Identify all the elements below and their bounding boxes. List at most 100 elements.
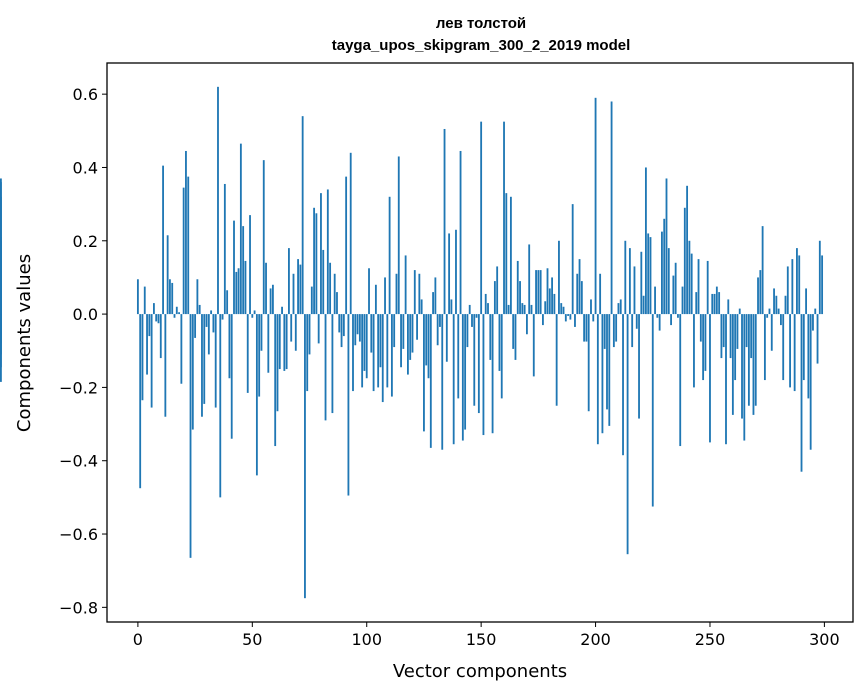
- bar: [489, 314, 492, 360]
- bar: [585, 314, 588, 342]
- bar: [427, 314, 430, 379]
- bar: [395, 273, 398, 315]
- bar: [347, 314, 350, 496]
- bar: [715, 286, 718, 315]
- bar: [457, 314, 460, 399]
- bar: [754, 314, 757, 406]
- bar: [514, 314, 517, 360]
- bar: [644, 167, 647, 315]
- y-tick-label: −0.2: [59, 378, 98, 397]
- bar: [654, 286, 656, 315]
- bar: [642, 295, 645, 315]
- bar: [786, 266, 789, 315]
- bar: [365, 314, 368, 379]
- bar: [459, 150, 462, 315]
- bar: [761, 226, 764, 315]
- bar: [624, 240, 627, 315]
- x-tick-label: 50: [242, 630, 262, 649]
- bar: [537, 270, 540, 315]
- bar: [688, 240, 691, 315]
- bar: [500, 314, 503, 399]
- bar: [590, 299, 592, 315]
- y-tick-label: −0.8: [59, 598, 98, 617]
- bar: [738, 308, 741, 315]
- bar: [661, 231, 663, 315]
- x-tick-label: 150: [466, 630, 497, 649]
- bar: [322, 249, 325, 315]
- bar: [235, 271, 238, 315]
- bar: [379, 314, 382, 368]
- bar: [198, 304, 201, 315]
- bar: [493, 281, 496, 315]
- bar: [185, 150, 187, 315]
- bar: [546, 268, 549, 315]
- bar: [564, 314, 567, 322]
- bar: [219, 314, 222, 498]
- bar: [340, 314, 343, 348]
- bar: [267, 314, 270, 373]
- bar: [528, 244, 531, 315]
- bar: [439, 314, 441, 327]
- bar: [0, 182, 2, 315]
- bar: [189, 314, 192, 558]
- bar: [699, 314, 702, 342]
- bar: [665, 178, 668, 315]
- bar: [649, 237, 652, 315]
- bar: [448, 233, 451, 315]
- bar: [713, 293, 716, 315]
- x-axis-label: Vector components: [393, 661, 567, 682]
- bar: [251, 314, 254, 318]
- bar: [388, 196, 391, 315]
- bar: [496, 266, 499, 315]
- y-tick-label: −0.6: [59, 525, 98, 544]
- bar: [203, 314, 206, 404]
- bar: [512, 314, 515, 349]
- bar: [0, 314, 2, 368]
- bar: [709, 314, 711, 443]
- bar: [175, 306, 178, 315]
- bar: [812, 314, 814, 331]
- bar: [432, 292, 434, 315]
- bar: [169, 279, 171, 315]
- bar: [516, 260, 519, 315]
- bar: [187, 176, 190, 315]
- bar: [626, 314, 629, 555]
- bar: [793, 314, 796, 392]
- bar: [612, 314, 615, 348]
- bar: [226, 290, 229, 315]
- bar: [230, 314, 233, 439]
- bar: [210, 310, 213, 315]
- bar: [542, 314, 544, 326]
- bar: [239, 143, 242, 315]
- bar: [571, 204, 574, 315]
- bar: [196, 279, 199, 315]
- bar: [294, 314, 297, 351]
- bar: [638, 314, 640, 419]
- bar: [768, 308, 771, 315]
- bar: [473, 314, 476, 406]
- bar: [498, 314, 501, 371]
- bar: [505, 193, 508, 315]
- bar: [615, 314, 618, 342]
- bar: [562, 306, 565, 315]
- bar: [276, 314, 279, 412]
- bar: [420, 299, 423, 315]
- bar: [530, 304, 533, 315]
- bar: [217, 86, 219, 315]
- bar: [487, 303, 489, 315]
- bar: [619, 299, 622, 315]
- bar: [789, 314, 791, 388]
- bar: [255, 314, 258, 476]
- bar: [523, 304, 526, 315]
- y-axis-ticks: −0.8 −0.6 −0.4 −0.2 0.0 0.2 0.4 0.6: [59, 85, 107, 617]
- bar: [290, 314, 293, 342]
- bar: [411, 314, 414, 353]
- bar: [384, 277, 386, 315]
- bar: [338, 314, 341, 333]
- bar: [271, 284, 274, 315]
- bar: [342, 314, 345, 337]
- bar: [326, 189, 329, 315]
- bar: [475, 314, 478, 318]
- bar: [729, 314, 732, 359]
- bar: [587, 314, 590, 412]
